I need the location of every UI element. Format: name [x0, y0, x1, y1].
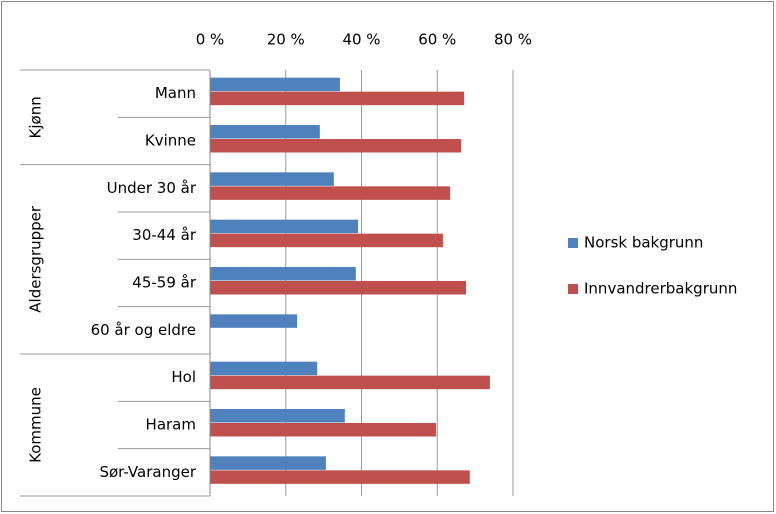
bar: [210, 233, 443, 248]
y-tick-label: 30-44 år: [132, 226, 197, 244]
bar: [210, 172, 334, 186]
bar: [210, 91, 465, 106]
bar: [210, 375, 490, 390]
bar: [210, 219, 359, 234]
bar: [210, 139, 462, 153]
x-tick-label: 40 %: [342, 31, 380, 49]
bar: [210, 281, 467, 295]
group-label: Kommune: [27, 387, 45, 463]
x-tick-label: 80 %: [494, 31, 532, 49]
y-tick-label: 60 år og eldre: [91, 321, 196, 339]
legend-swatch: [568, 284, 578, 294]
y-tick-label: Under 30 år: [107, 179, 197, 197]
bar: [210, 267, 356, 281]
bar: [210, 409, 345, 423]
group-label: Aldersgrupper: [27, 205, 45, 313]
legend-label: Norsk bakgrunn: [584, 234, 703, 252]
x-tick-label: 60 %: [418, 31, 456, 49]
y-tick-label: 45-59 år: [132, 274, 197, 292]
bar: [210, 456, 326, 470]
bar: [210, 470, 470, 484]
y-tick-label: Sør-Varanger: [99, 463, 196, 481]
bar: [210, 186, 451, 200]
y-tick-label: Kvinne: [145, 132, 196, 150]
y-tick-label: Hol: [171, 368, 196, 386]
bar: [210, 361, 318, 376]
y-tick-label: Haram: [146, 416, 196, 434]
x-tick-label: 20 %: [267, 31, 305, 49]
bar: [210, 77, 340, 92]
legend-label: Innvandrerbakgrunn: [584, 280, 737, 298]
y-tick-label: Mann: [155, 84, 196, 102]
bar: [210, 125, 320, 139]
bar: [210, 314, 298, 328]
legend-swatch: [568, 238, 578, 248]
bar: [210, 423, 437, 437]
group-label: Kjønn: [27, 96, 45, 138]
x-tick-label: 0 %: [196, 31, 225, 49]
